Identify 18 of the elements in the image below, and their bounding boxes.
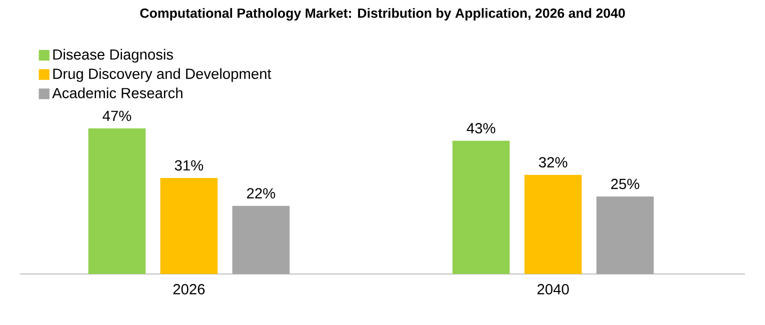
data-label: 31%: [174, 160, 204, 171]
legend-label: Drug Discovery and Development: [53, 68, 272, 82]
data-label: 25%: [611, 178, 640, 190]
bar: [88, 128, 146, 274]
x-tick-label: 2026: [173, 284, 205, 294]
x-tick-label: 2040: [538, 284, 569, 294]
bar: [452, 140, 510, 274]
bar: [232, 206, 290, 274]
data-label: 22%: [247, 188, 276, 198]
data-label: 47%: [102, 110, 132, 121]
bar: [160, 178, 218, 274]
legend-label: Disease Diagnosis: [53, 48, 173, 63]
data-label: 43%: [466, 123, 496, 134]
chart-title: Computational Pathology Market: Distribution by Application, 2026 and 2040: [140, 8, 625, 21]
legend-label: Academic Research: [52, 88, 182, 98]
data-label: 32%: [538, 157, 568, 168]
bar: [596, 196, 654, 274]
bar: [524, 174, 582, 274]
